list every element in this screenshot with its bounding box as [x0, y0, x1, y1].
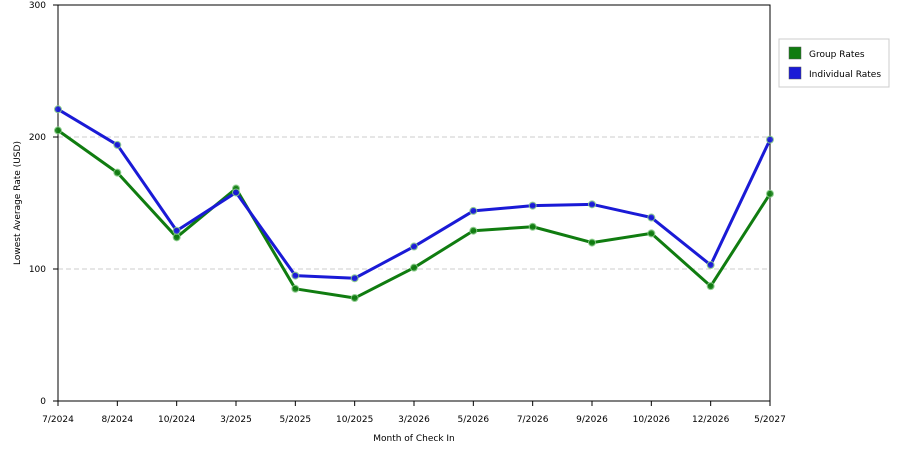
data-point	[172, 226, 181, 235]
x-tick-label: 10/2025	[336, 415, 373, 425]
x-tick-label: 5/2026	[457, 415, 489, 425]
legend-swatch	[788, 66, 802, 80]
x-tick-label: 12/2026	[692, 415, 730, 425]
data-point	[766, 189, 774, 198]
x-tick-label: 3/2025	[220, 415, 252, 425]
x-tick-label: 3/2026	[398, 415, 430, 425]
data-point	[350, 294, 359, 303]
data-point	[588, 200, 596, 209]
data-point	[291, 271, 300, 280]
data-point	[469, 206, 478, 215]
y-axis-label: Lowest Average Rate (USD)	[13, 141, 23, 265]
series-line	[57, 107, 772, 280]
data-point	[706, 261, 715, 270]
data-point	[588, 238, 596, 247]
x-tick-label: 7/2026	[517, 415, 549, 425]
y-tick-label: 300	[29, 1, 46, 11]
data-point	[766, 135, 774, 144]
y-tick-label: 0	[40, 397, 46, 407]
data-point	[291, 284, 300, 293]
data-point	[350, 274, 359, 283]
x-tick-label: 5/2025	[279, 415, 311, 425]
plot-frame	[57, 4, 771, 402]
data-point	[528, 201, 537, 210]
data-point	[469, 226, 478, 235]
legend-label: Group Rates	[809, 50, 865, 60]
x-tick-label: 9/2026	[576, 415, 608, 425]
y-tick-label: 200	[29, 133, 46, 143]
data-point	[54, 105, 62, 114]
data-point	[172, 233, 181, 242]
x-tick-label: 10/2026	[633, 415, 671, 425]
x-tick-label: 10/2024	[158, 415, 196, 425]
data-point	[528, 222, 537, 231]
data-point	[410, 263, 418, 272]
data-point	[706, 282, 715, 291]
data-point	[54, 126, 62, 135]
data-point	[647, 213, 656, 222]
x-axis-label: Month of Check In	[373, 434, 455, 444]
data-point	[410, 242, 418, 251]
y-tick-label: 100	[29, 265, 46, 275]
x-tick-label: 7/2024	[42, 415, 74, 425]
legend-label: Individual Rates	[809, 70, 881, 80]
data-point	[647, 229, 656, 238]
legend-swatch	[788, 46, 802, 60]
data-point	[113, 168, 122, 177]
data-point	[232, 188, 240, 197]
x-tick-label: 5/2027	[754, 415, 786, 425]
data-point	[113, 140, 122, 149]
x-tick-label: 8/2024	[101, 415, 133, 425]
